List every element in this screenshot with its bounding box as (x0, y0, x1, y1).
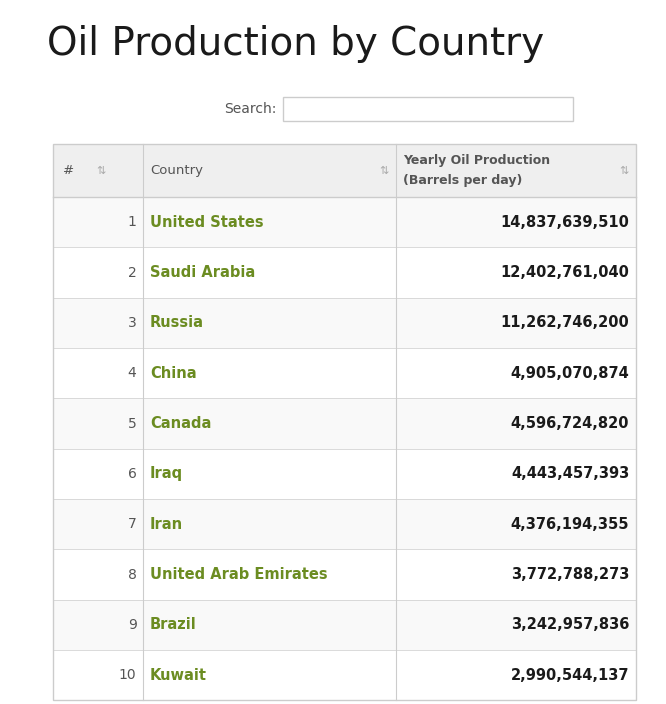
Text: 9: 9 (128, 618, 137, 632)
Text: 3,772,788,273: 3,772,788,273 (511, 567, 629, 582)
Text: Search:: Search: (224, 102, 276, 116)
FancyBboxPatch shape (283, 97, 573, 121)
Text: 4: 4 (128, 366, 137, 380)
Text: 10: 10 (119, 668, 137, 682)
Text: 4,596,724,820: 4,596,724,820 (511, 416, 629, 431)
Text: Iran: Iran (150, 517, 183, 532)
Text: 5: 5 (128, 417, 137, 431)
FancyBboxPatch shape (53, 298, 636, 348)
Text: Canada: Canada (150, 416, 211, 431)
FancyBboxPatch shape (53, 398, 636, 449)
FancyBboxPatch shape (53, 650, 636, 700)
Text: Saudi Arabia: Saudi Arabia (150, 265, 255, 280)
Text: 1: 1 (128, 215, 137, 230)
FancyBboxPatch shape (53, 144, 636, 197)
Text: 4,905,070,874: 4,905,070,874 (511, 366, 629, 381)
FancyBboxPatch shape (53, 348, 636, 398)
Text: Oil Production by Country: Oil Production by Country (47, 25, 543, 63)
Text: #: # (63, 164, 75, 177)
FancyBboxPatch shape (53, 197, 636, 247)
Text: Iraq: Iraq (150, 467, 183, 482)
FancyBboxPatch shape (53, 600, 636, 650)
Text: (Barrels per day): (Barrels per day) (403, 174, 522, 187)
Text: 2: 2 (128, 265, 137, 279)
Text: 6: 6 (128, 467, 137, 481)
Text: 11,262,746,200: 11,262,746,200 (501, 315, 629, 330)
Text: United States: United States (150, 215, 264, 230)
Text: United Arab Emirates: United Arab Emirates (150, 567, 328, 582)
FancyBboxPatch shape (53, 549, 636, 600)
Text: Russia: Russia (150, 315, 204, 330)
FancyBboxPatch shape (53, 247, 636, 298)
Text: 12,402,761,040: 12,402,761,040 (500, 265, 629, 280)
Text: 7: 7 (128, 517, 137, 532)
Text: 4,443,457,393: 4,443,457,393 (511, 467, 629, 482)
FancyBboxPatch shape (53, 449, 636, 499)
Text: 3: 3 (128, 316, 137, 330)
Text: China: China (150, 366, 196, 381)
Text: ⇅: ⇅ (619, 165, 629, 176)
Text: 14,837,639,510: 14,837,639,510 (500, 215, 629, 230)
Text: Brazil: Brazil (150, 617, 196, 632)
Text: 4,376,194,355: 4,376,194,355 (511, 517, 629, 532)
Text: ⇅: ⇅ (97, 165, 106, 176)
Text: 8: 8 (128, 567, 137, 582)
Text: ⇅: ⇅ (380, 165, 389, 176)
FancyBboxPatch shape (53, 499, 636, 549)
Text: Kuwait: Kuwait (150, 668, 207, 683)
Text: Yearly Oil Production: Yearly Oil Production (403, 154, 550, 168)
Text: 3,242,957,836: 3,242,957,836 (511, 617, 629, 632)
Text: Country: Country (150, 164, 203, 177)
Text: 2,990,544,137: 2,990,544,137 (511, 668, 629, 683)
